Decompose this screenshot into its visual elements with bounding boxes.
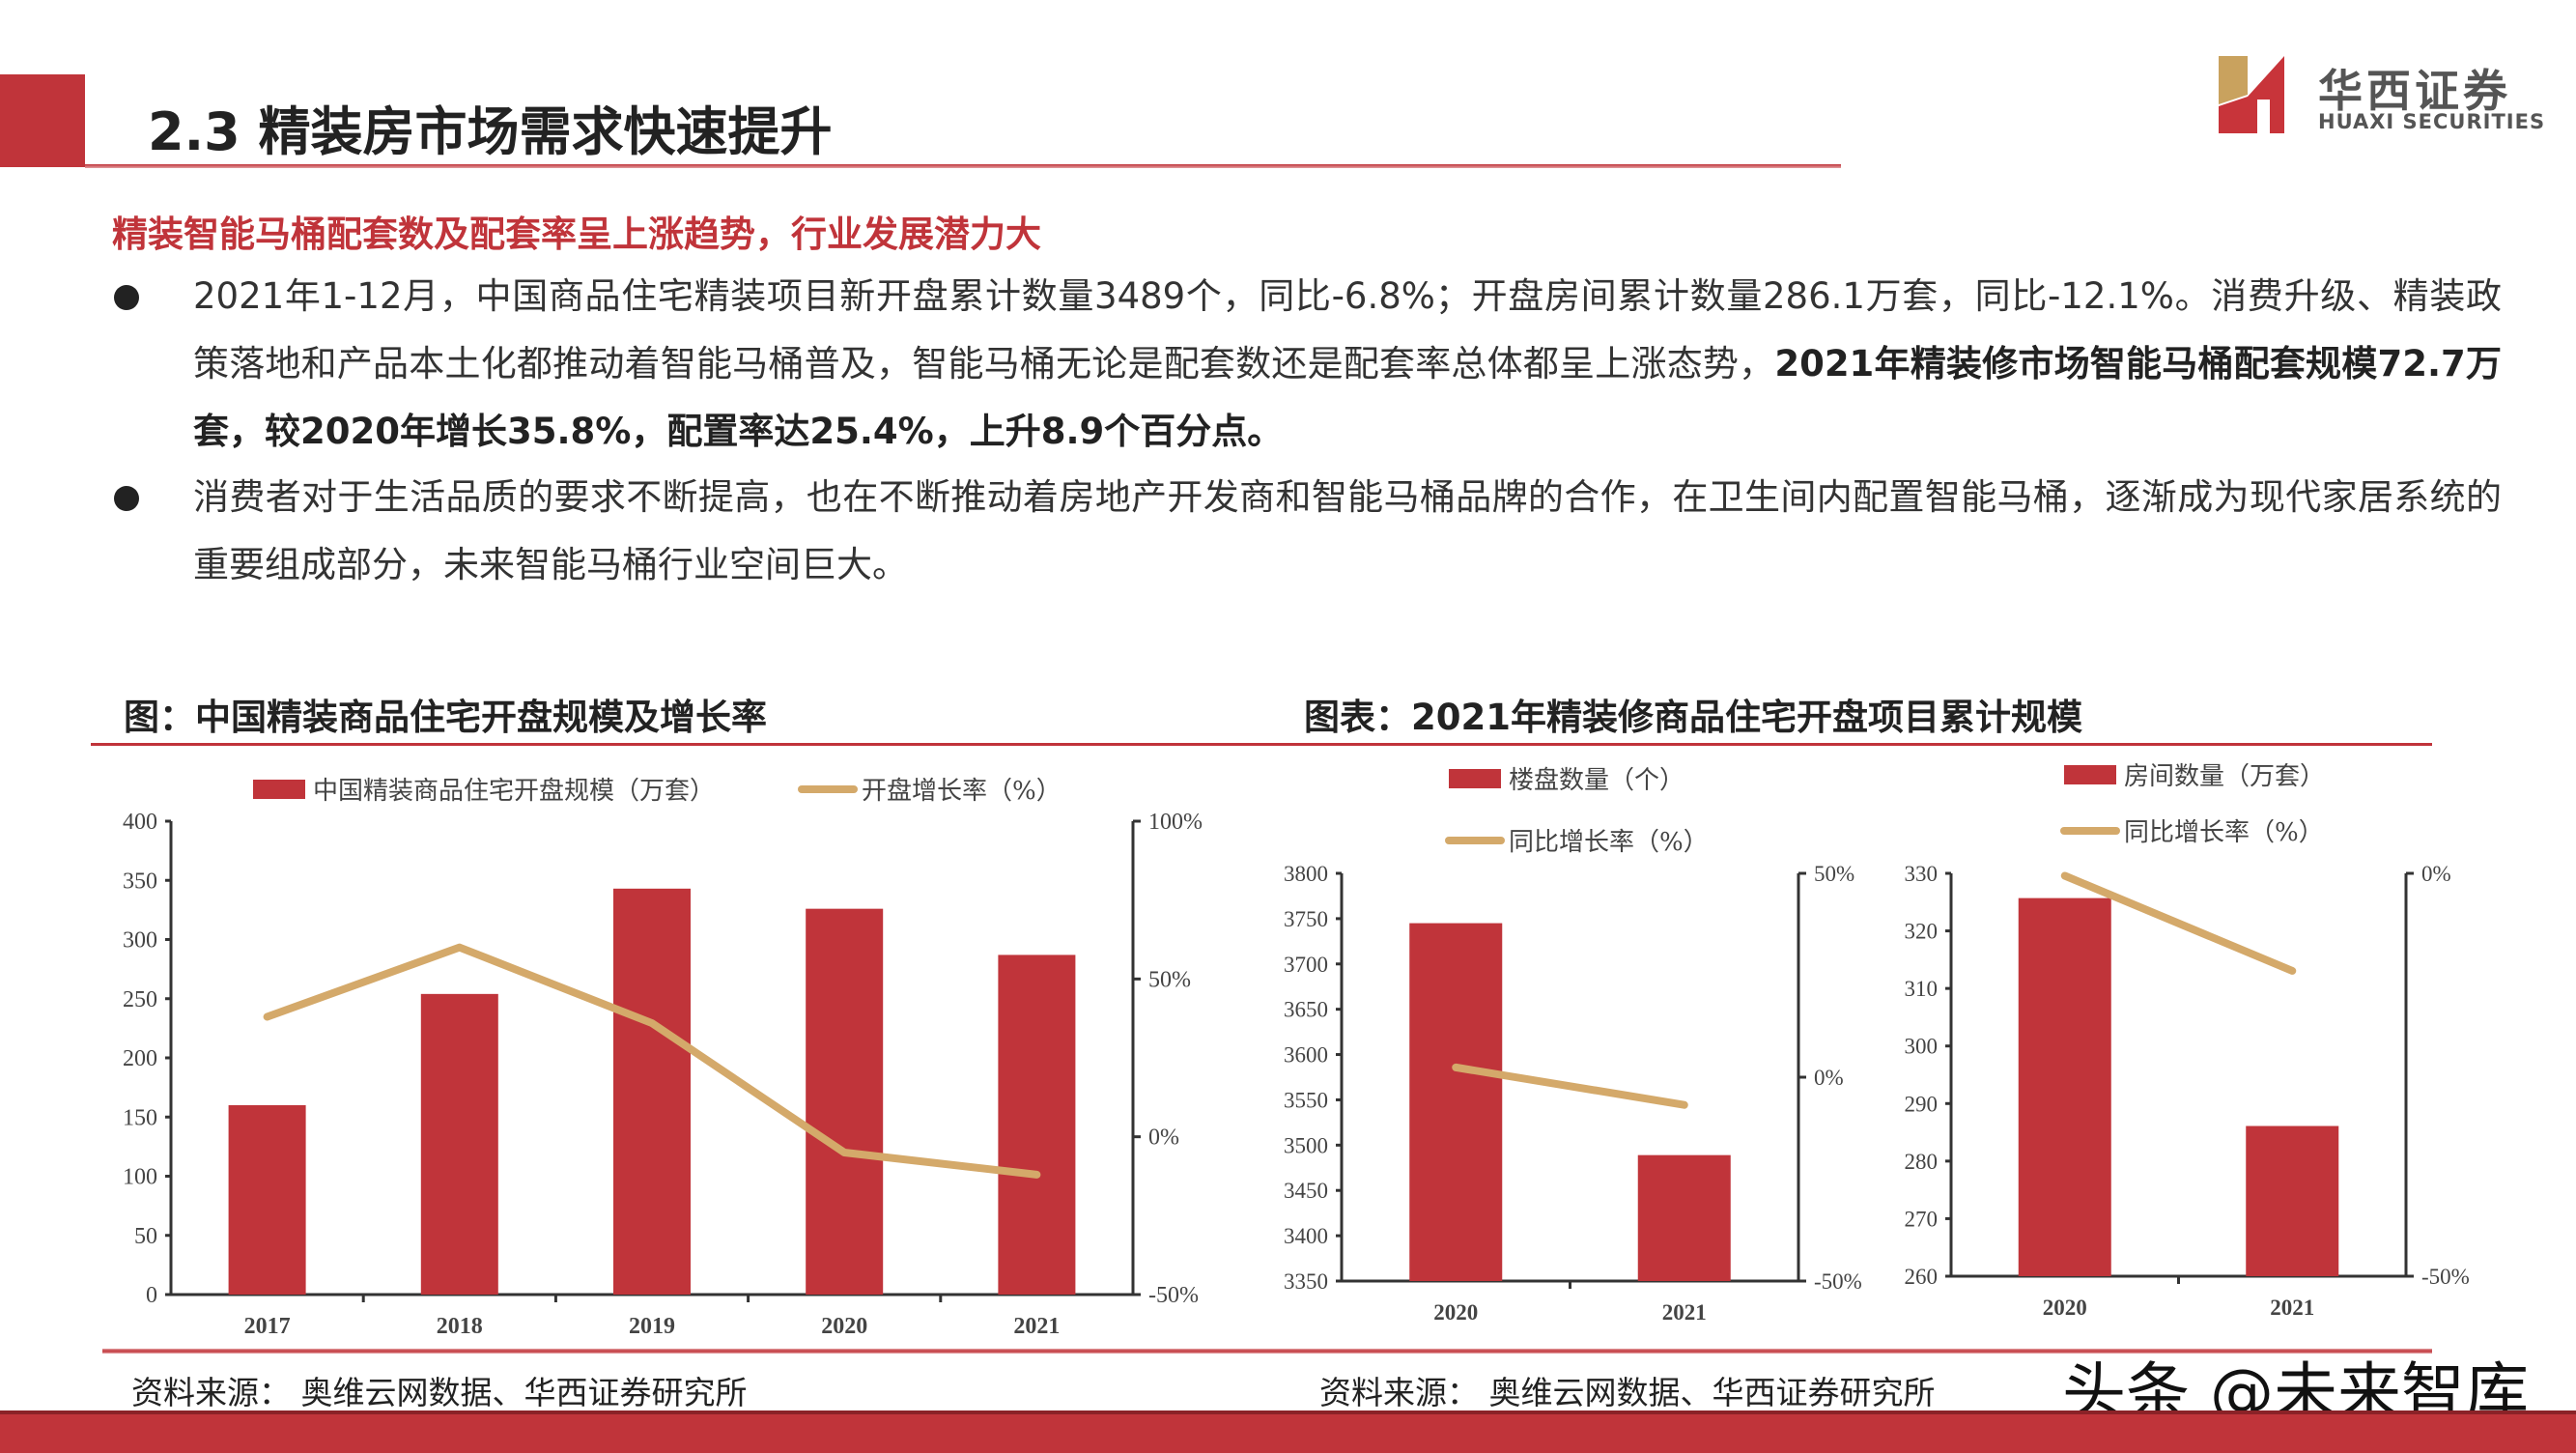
right-tick-label: 50% xyxy=(1814,862,1854,886)
bar xyxy=(2246,1126,2338,1276)
left-tick-label: 250 xyxy=(123,987,157,1012)
left-tick-label: 3400 xyxy=(1284,1224,1328,1248)
left-tick-label: 3700 xyxy=(1284,953,1328,977)
left-tick-label: 330 xyxy=(1905,862,1939,886)
legend-swatch-bar xyxy=(2064,765,2116,784)
x-tick-label: 2019 xyxy=(629,1314,675,1339)
left-tick-label: 3650 xyxy=(1284,998,1328,1022)
left-tick-label: 260 xyxy=(1905,1265,1939,1289)
source-right: 资料来源： 奥维云网数据、华西证券研究所 xyxy=(1319,1367,1936,1413)
x-tick-label: 2021 xyxy=(2270,1296,2314,1320)
x-tick-label: 2018 xyxy=(437,1314,483,1339)
left-tick-label: 3800 xyxy=(1284,862,1328,886)
left-tick-label: 3750 xyxy=(1284,907,1328,931)
bar xyxy=(1409,924,1502,1281)
right-tick-label: 0% xyxy=(2421,862,2451,886)
left-tick-label: 100 xyxy=(123,1165,157,1190)
right-tick-label: 100% xyxy=(1148,810,1203,835)
bar xyxy=(1638,1155,1731,1281)
bar xyxy=(421,994,498,1295)
left-tick-label: 300 xyxy=(123,928,157,954)
left-tick-label: 350 xyxy=(123,869,157,894)
left-tick-label: 3600 xyxy=(1284,1043,1328,1068)
x-tick-label: 2020 xyxy=(1433,1300,1478,1325)
legend-swatch-bar xyxy=(1449,769,1501,788)
left-tick-label: 270 xyxy=(1905,1207,1939,1231)
x-tick-label: 2020 xyxy=(2043,1296,2087,1320)
right-tick-label: 0% xyxy=(1148,1125,1179,1151)
legend-label: 中国精装商品住宅开盘规模（万套） xyxy=(313,777,715,806)
left-tick-label: 50 xyxy=(134,1224,157,1249)
legend-label: 房间数量（万套） xyxy=(2124,762,2325,791)
left-tick-label: 3450 xyxy=(1284,1179,1328,1203)
x-tick-label: 2020 xyxy=(821,1314,867,1339)
legend-label: 楼盘数量（个） xyxy=(1509,766,1684,795)
left-tick-label: 200 xyxy=(123,1046,157,1071)
right-tick-label: 0% xyxy=(1814,1066,1844,1090)
footer-band xyxy=(0,1410,2576,1453)
left-tick-label: 400 xyxy=(123,810,157,835)
legend-label: 同比增长率（%） xyxy=(2124,818,2324,847)
left-tick-label: 3550 xyxy=(1284,1088,1328,1112)
left-tick-label: 3500 xyxy=(1284,1133,1328,1157)
left-tick-label: 280 xyxy=(1905,1150,1939,1174)
right-tick-label: -50% xyxy=(2421,1265,2470,1289)
bar xyxy=(2019,898,2111,1276)
left-tick-label: 320 xyxy=(1905,920,1939,944)
x-tick-label: 2021 xyxy=(1013,1314,1060,1339)
right-tick-label: -50% xyxy=(1148,1283,1199,1308)
left-tick-label: 150 xyxy=(123,1105,157,1130)
left-tick-label: 290 xyxy=(1905,1092,1939,1116)
right-tick-label: -50% xyxy=(1814,1269,1862,1294)
bar xyxy=(998,954,1075,1295)
bar xyxy=(229,1105,306,1295)
right-tick-label: 50% xyxy=(1148,967,1191,992)
legend-label: 开盘增长率（%） xyxy=(862,777,1062,806)
source-left: 资料来源： 奥维云网数据、华西证券研究所 xyxy=(131,1367,748,1413)
x-tick-label: 2017 xyxy=(244,1314,291,1339)
legend-swatch-bar xyxy=(253,780,305,799)
left-tick-label: 300 xyxy=(1905,1035,1939,1059)
bar xyxy=(806,909,883,1295)
bar xyxy=(613,889,691,1295)
legend-label: 同比增长率（%） xyxy=(1509,828,1709,857)
left-tick-label: 3350 xyxy=(1284,1269,1328,1294)
x-tick-label: 2021 xyxy=(1662,1300,1707,1325)
left-tick-label: 0 xyxy=(146,1283,157,1308)
left-tick-label: 310 xyxy=(1905,977,1939,1001)
